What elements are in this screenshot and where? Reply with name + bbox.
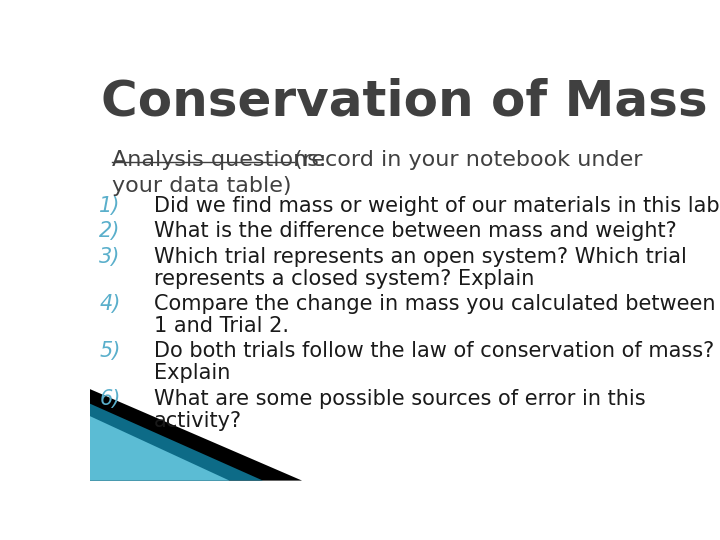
Text: What are some possible sources of error in this: What are some possible sources of error … — [154, 389, 646, 409]
Text: Conservation of Mass Lab: Conservation of Mass Lab — [101, 77, 720, 125]
Text: 2): 2) — [99, 221, 121, 241]
Text: represents a closed system? Explain: represents a closed system? Explain — [154, 268, 534, 288]
Polygon shape — [90, 416, 230, 481]
Text: 3): 3) — [99, 246, 121, 267]
Text: Did we find mass or weight of our materials in this lab?: Did we find mass or weight of our materi… — [154, 196, 720, 216]
Text: Do both trials follow the law of conservation of mass?: Do both trials follow the law of conserv… — [154, 341, 714, 361]
Text: Explain: Explain — [154, 363, 230, 383]
Text: 1 and Trial 2.: 1 and Trial 2. — [154, 316, 289, 336]
Polygon shape — [90, 389, 302, 481]
Text: Analysis questions:: Analysis questions: — [112, 150, 334, 170]
Text: 6): 6) — [99, 389, 121, 409]
Text: 5): 5) — [99, 341, 121, 361]
Text: 4): 4) — [99, 294, 121, 314]
Text: (record in your notebook under: (record in your notebook under — [294, 150, 642, 170]
Polygon shape — [90, 404, 263, 481]
Text: your data table): your data table) — [112, 176, 292, 196]
Text: Compare the change in mass you calculated between Trial: Compare the change in mass you calculate… — [154, 294, 720, 314]
Text: What is the difference between mass and weight?: What is the difference between mass and … — [154, 221, 677, 241]
Text: Which trial represents an open system? Which trial: Which trial represents an open system? W… — [154, 246, 687, 267]
Text: 1): 1) — [99, 196, 121, 216]
Text: activity?: activity? — [154, 411, 243, 431]
